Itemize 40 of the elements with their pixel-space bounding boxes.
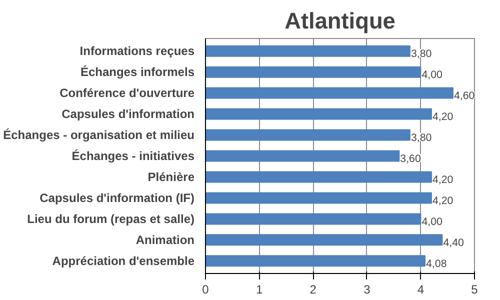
y-tick-label: Conférence d'ouverture — [60, 86, 195, 100]
y-tick-label: Appréciation d'ensemble — [52, 254, 195, 268]
bar — [206, 45, 410, 57]
bar — [206, 150, 400, 162]
data-label: 3,80 — [410, 48, 432, 60]
y-tick-label: Lieu du forum (repas et salle) — [27, 212, 195, 226]
data-label: 4,20 — [432, 174, 454, 186]
x-tick-label: 5 — [471, 282, 478, 296]
data-label: 4,08 — [426, 258, 447, 270]
x-tick-label: 3 — [364, 282, 371, 296]
y-tick-label: Plénière — [148, 170, 195, 184]
bar — [206, 192, 432, 204]
x-tick-label: 2 — [310, 282, 317, 296]
bar — [206, 108, 432, 120]
chart-title: Atlantique — [284, 8, 396, 34]
y-tick-label: Capsules d'information (IF) — [40, 190, 195, 205]
y-tick-label: Échanges informels — [80, 65, 195, 80]
y-tick-label: Capsules d'information — [62, 107, 195, 122]
y-tick-label: Échanges - initiatives — [72, 149, 195, 163]
bar — [206, 66, 422, 78]
bar — [206, 234, 443, 246]
y-tick-label: Échanges - organisation et milieu — [3, 128, 194, 142]
data-label: 4,20 — [432, 111, 454, 124]
bar — [206, 255, 426, 267]
data-label: 3,60 — [400, 153, 421, 165]
bar — [206, 171, 432, 183]
y-tick-label: Animation — [136, 232, 195, 247]
bar — [206, 129, 410, 141]
data-label: 4,00 — [422, 216, 443, 228]
data-label: 4,60 — [454, 90, 475, 102]
bar — [206, 213, 422, 225]
y-tick-label: Informations reçues — [80, 44, 195, 58]
data-label: 4,00 — [422, 69, 443, 82]
data-label: 3,80 — [410, 132, 432, 144]
data-label: 4,20 — [432, 194, 454, 207]
x-tick-label: 4 — [417, 282, 424, 296]
data-label: 4,40 — [443, 236, 464, 249]
x-tick-label: 0 — [202, 282, 210, 296]
x-tick-label: 1 — [256, 282, 263, 296]
bar — [206, 87, 454, 99]
